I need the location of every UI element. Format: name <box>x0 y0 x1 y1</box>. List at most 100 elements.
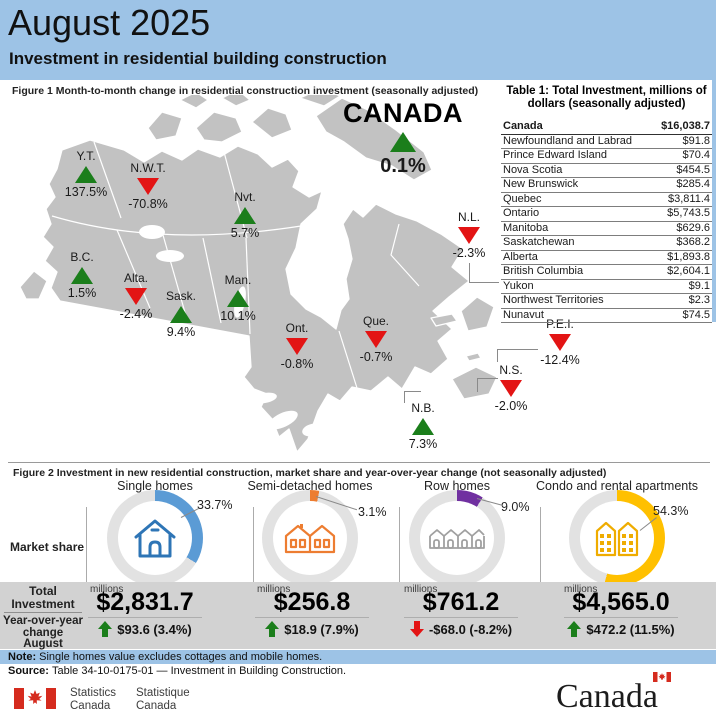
row-value: $368.2 <box>676 236 710 249</box>
canada-flag-icon <box>14 688 56 709</box>
row-value: $16,038.7 <box>661 120 710 133</box>
total-investment-value: $256.8 <box>273 588 351 616</box>
region-label: Ont. <box>285 321 309 335</box>
row-value: $5,743.5 <box>667 207 710 220</box>
statcan-logo-text-en: Statistics Canada <box>70 687 117 712</box>
border-sask-manitoba <box>202 237 222 324</box>
leader-line-nl <box>469 263 470 283</box>
value-underline <box>404 617 518 618</box>
change-triangle <box>412 418 434 435</box>
map-arctic-island-1 <box>147 111 183 141</box>
donut-row-homes <box>409 490 505 586</box>
row-name: Alberta <box>503 250 538 263</box>
page-title: August 2025 <box>8 2 211 43</box>
yoy-change-value: $18.9 (7.9%) <box>220 621 404 637</box>
millions-label: millions <box>564 584 598 595</box>
table1-title: Table 1: Total Investment, millions of d… <box>506 85 707 110</box>
donut-semi-detached <box>262 490 358 586</box>
row-homes-icon <box>429 529 485 549</box>
table-row: British Columbia $2,604.1 <box>501 265 712 280</box>
total-investment-value: $4,565.0 <box>572 588 670 616</box>
change-triangle <box>137 178 159 195</box>
region-label: Que. <box>362 314 389 328</box>
figure2-title: Figure 2 Investment in new residential c… <box>13 467 607 479</box>
region-label: N.L. <box>457 210 480 224</box>
leader-line-nb <box>404 391 421 392</box>
map-anticosti-island <box>430 313 458 327</box>
total-investment-value: $2,831.7 <box>96 588 194 616</box>
row-name: Northwest Territories <box>503 294 604 307</box>
table-row: Yukon $9.1 <box>501 279 712 294</box>
map-arctic-island-3 <box>179 95 209 109</box>
map-baffin-island <box>315 97 433 181</box>
canada-change-triangle <box>390 132 416 152</box>
map-mainland <box>42 139 470 453</box>
region-change-value: -2.3% <box>452 246 486 260</box>
region-change-value: -2.0% <box>494 399 528 413</box>
map-marker-sask: Sask. 9.4% <box>146 290 216 339</box>
region-change-value: -12.4% <box>540 353 580 367</box>
column-label-condo: Condo and rental apartments <box>536 479 698 493</box>
millions-label: millions <box>257 584 291 595</box>
change-triangle <box>549 334 571 351</box>
row-value: $3,811.4 <box>667 192 710 205</box>
yoy-change-value: -$68.0 (-8.2%) <box>369 621 553 637</box>
border-ontario-quebec <box>338 330 358 389</box>
column-divider <box>86 507 87 619</box>
row-name: New Brunswick <box>503 178 579 191</box>
border-manitoba-ontario <box>245 237 251 335</box>
row-label-separator <box>4 612 82 613</box>
share-value-single: 33.7% <box>197 498 233 512</box>
page-subtitle: Investment in residential building const… <box>9 49 387 68</box>
row-value: $9.1 <box>688 279 710 292</box>
region-change-value: 1.5% <box>67 286 97 300</box>
row-value: $1,893.8 <box>667 250 710 263</box>
change-triangle <box>170 306 192 323</box>
source-text: Table 34-10-0175-01 — Investment in Buil… <box>51 665 347 677</box>
border-quebec-labrador <box>390 223 420 287</box>
value-underline <box>564 617 678 618</box>
header-banner: August 2025 Investment in residential bu… <box>0 0 716 80</box>
column-divider <box>253 507 254 619</box>
millions-label: millions <box>90 584 124 595</box>
change-arrow-icon <box>567 621 582 637</box>
map-pei-island <box>465 352 482 362</box>
row-value: $91.8 <box>682 134 710 147</box>
map-marker-nb: N.B. 7.3% <box>388 402 458 451</box>
lake-great-bear <box>139 225 165 239</box>
canada-label: CANADA <box>343 98 463 128</box>
table-row: Alberta $1,893.8 <box>501 250 712 265</box>
leader-line-pei-2 <box>497 349 498 362</box>
canada-map <box>19 95 498 453</box>
change-triangle <box>227 290 249 307</box>
change-triangle <box>286 338 308 355</box>
row-name: Yukon <box>503 279 534 292</box>
row-name: Nunavut <box>503 308 544 321</box>
row-value: $629.6 <box>676 221 710 234</box>
leader-line-pei <box>497 349 538 350</box>
table-row: Newfoundland and Labrad $91.8 <box>501 134 712 149</box>
table-row: New Brunswick $285.4 <box>501 178 712 193</box>
row-name: Saskatchewan <box>503 236 575 249</box>
row-name: Nova Scotia <box>503 163 563 176</box>
lake-ontario <box>302 423 322 437</box>
donut-hole <box>580 501 654 575</box>
region-label: Man. <box>224 273 252 287</box>
lake-great-slave <box>156 250 184 262</box>
change-triangle <box>365 331 387 348</box>
note-bar: Note: Single homes value excludes cottage… <box>0 650 716 664</box>
map-marker-ont: Ont. -0.8% <box>262 322 332 371</box>
statcan-logo-text-fr: Statistique Canada <box>136 687 190 712</box>
region-change-value: 10.1% <box>220 309 256 323</box>
row-name: Manitoba <box>503 221 549 234</box>
change-arrow-icon <box>265 621 280 637</box>
map-marker-alta: Alta. -2.4% <box>101 272 171 321</box>
table-row: Nunavut $74.5 <box>501 308 712 323</box>
row-name: Canada <box>503 120 543 133</box>
region-change-value: 7.3% <box>408 437 438 451</box>
totals-band <box>0 582 716 649</box>
donut-hole <box>118 501 192 575</box>
region-change-value: 137.5% <box>64 185 108 199</box>
table-row: Nova Scotia $454.5 <box>501 163 712 178</box>
